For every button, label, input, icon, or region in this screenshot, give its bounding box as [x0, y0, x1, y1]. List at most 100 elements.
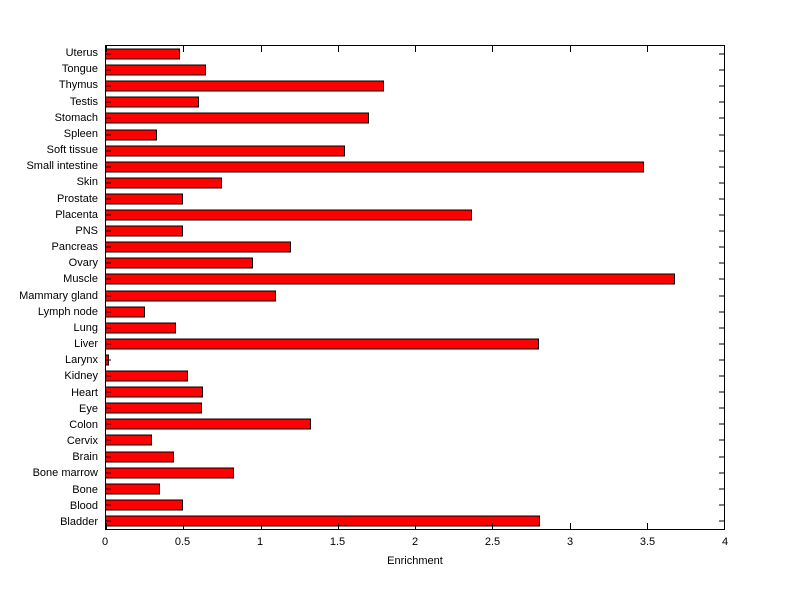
y-tick-mark	[719, 472, 724, 474]
x-tick-label: 4	[721, 536, 729, 548]
bar-muscle	[106, 273, 675, 285]
x-tick-mark	[106, 523, 107, 529]
y-tick-label-tongue: Tongue	[61, 63, 98, 76]
bar-pancreas	[106, 241, 292, 253]
bar-prostate	[106, 193, 184, 205]
y-tick-mark	[719, 359, 724, 361]
y-tick-label-bladder: Bladder	[60, 515, 98, 528]
y-tick-mark	[106, 85, 111, 87]
y-tick-mark	[106, 101, 111, 103]
x-tick-label: 3	[566, 536, 574, 548]
bar-liver	[106, 338, 539, 350]
y-tick-label-liver: Liver	[74, 338, 98, 351]
x-tick-mark	[106, 46, 107, 52]
y-tick-label-soft-tissue: Soft tissue	[46, 144, 98, 157]
y-tick-mark	[106, 391, 111, 393]
y-tick-mark	[719, 504, 724, 506]
y-tick-mark	[719, 488, 724, 490]
y-tick-label-spleen: Spleen	[63, 127, 98, 140]
x-tick-label: 0	[101, 536, 109, 548]
bar-stomach	[106, 112, 369, 124]
bar-testis	[106, 96, 199, 108]
x-tick-label: 3.5	[639, 536, 656, 548]
y-tick-mark	[106, 230, 111, 232]
y-tick-mark	[106, 69, 111, 71]
y-tick-mark	[106, 295, 111, 297]
bar-lung	[106, 322, 176, 334]
y-tick-label-colon: Colon	[69, 418, 98, 431]
y-tick-label-testis: Testis	[69, 95, 98, 108]
bar-lymph-node	[106, 306, 145, 318]
y-tick-label-heart: Heart	[71, 386, 98, 399]
bar-pns	[106, 225, 184, 237]
y-tick-mark	[106, 150, 111, 152]
bar-thymus	[106, 80, 385, 92]
x-tick-mark	[646, 46, 648, 52]
y-tick-mark	[106, 278, 111, 280]
y-tick-mark	[719, 278, 724, 280]
x-tick-mark	[415, 46, 416, 52]
bar-tongue	[106, 64, 207, 76]
y-tick-mark	[719, 53, 724, 55]
y-tick-mark	[719, 407, 724, 409]
y-tick-label-lymph-node: Lymph node	[37, 305, 98, 318]
x-tick-mark	[724, 46, 725, 52]
bar-placenta	[106, 209, 473, 221]
x-tick-mark	[260, 46, 262, 52]
y-tick-mark	[719, 166, 724, 168]
y-tick-mark	[719, 456, 724, 458]
y-tick-mark	[106, 246, 111, 248]
x-tick-label: 2.5	[484, 536, 501, 548]
x-tick-mark	[724, 523, 725, 529]
bar-eye	[106, 402, 202, 414]
x-tick-mark	[492, 523, 494, 529]
y-tick-mark	[719, 327, 724, 329]
x-tick-mark	[337, 523, 339, 529]
x-tick-label: 1	[256, 536, 264, 548]
y-tick-label-ovary: Ovary	[68, 257, 98, 270]
y-tick-mark	[719, 391, 724, 393]
y-tick-mark	[719, 311, 724, 313]
y-tick-mark	[106, 198, 111, 200]
y-tick-mark	[719, 343, 724, 345]
y-tick-mark	[719, 117, 724, 119]
y-tick-mark	[106, 214, 111, 216]
y-tick-mark	[106, 134, 111, 136]
bar-soft-tissue	[106, 145, 346, 157]
y-tick-label-pancreas: Pancreas	[51, 241, 98, 254]
x-tick-mark	[569, 46, 571, 52]
y-axis-labels: Uterus Tongue Thymus Testis Stomach Spleen Sof…	[0, 45, 98, 530]
y-tick-mark	[106, 504, 111, 506]
y-tick-label-prostate: Prostate	[57, 192, 98, 205]
bar-bone	[106, 483, 161, 495]
bar-ovary	[106, 257, 253, 269]
x-tick-mark	[260, 523, 262, 529]
y-tick-mark	[719, 182, 724, 184]
y-tick-label-bone-marrow: Bone marrow	[32, 467, 98, 480]
y-tick-mark	[106, 488, 111, 490]
y-tick-mark	[719, 214, 724, 216]
bar-colon	[106, 418, 312, 430]
y-tick-mark	[719, 423, 724, 425]
x-tick-mark	[646, 523, 648, 529]
x-tick-mark	[337, 46, 339, 52]
y-tick-mark	[719, 101, 724, 103]
x-tick-label: 2	[411, 536, 419, 548]
y-tick-label-bone: Bone	[72, 483, 98, 496]
x-tick-mark	[183, 46, 185, 52]
y-tick-label-kidney: Kidney	[64, 370, 98, 383]
x-tick-mark	[492, 46, 494, 52]
y-tick-label-blood: Blood	[69, 499, 98, 512]
y-tick-mark	[106, 520, 111, 522]
x-tick-mark	[569, 523, 571, 529]
bar-heart	[106, 386, 204, 398]
y-tick-mark	[106, 359, 111, 361]
bar-cervix	[106, 434, 153, 446]
x-axis-tick-labels: 0 0.5 1 1.5 2 2.5 3 3.5 4	[101, 536, 729, 550]
y-tick-mark	[106, 117, 111, 119]
bar-skin	[106, 177, 222, 189]
y-tick-label-cervix: Cervix	[66, 435, 98, 448]
y-tick-mark	[106, 262, 111, 264]
y-tick-label-eye: Eye	[79, 402, 98, 415]
bar-blood	[106, 499, 184, 511]
